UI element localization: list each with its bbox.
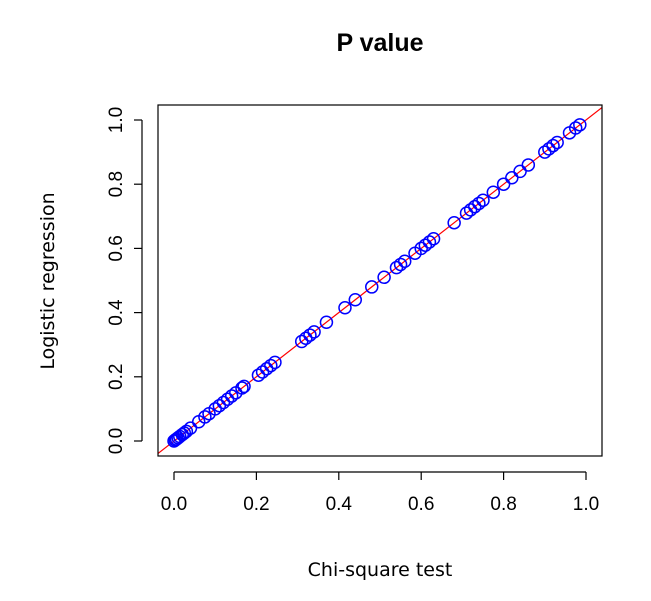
data-point [338,301,352,315]
data-point [459,206,474,220]
chart-title: P value [336,29,423,57]
data-point [179,424,194,439]
data-point [397,254,412,268]
x-tick-label: 1.0 [573,494,599,515]
data-point [550,135,564,150]
x-tick-label: 0.2 [243,494,269,515]
y-tick-label: 0.0 [106,428,127,454]
data-point [377,270,391,285]
data-point [216,395,231,410]
data-point [568,121,583,135]
data-point [538,145,552,159]
data-point [546,138,560,153]
data-point [319,315,334,329]
y-tick-label: 0.8 [106,171,127,197]
data-point [198,410,212,424]
x-tick-label: 0.8 [490,494,516,515]
data-point [389,260,404,275]
y-tick-label: 1.0 [106,107,127,133]
data-point [259,362,274,376]
data-point [505,171,519,185]
y-tick-label: 0.2 [106,364,127,390]
data-point [573,118,587,132]
data-point [303,328,317,342]
x-tick-label: 0.0 [161,494,187,515]
data-point [220,392,235,407]
x-tick-label: 0.6 [408,494,434,515]
data-point [348,293,363,307]
data-point [468,199,482,214]
reference-line [158,106,602,455]
data-point [463,203,478,217]
plot-area: 0.0 0.2 0.4 0.6 0.8 1.0 0.0 0.2 0.4 0.6 0.8 1.0 [106,104,603,515]
y-axis-label: Logistic regression [37,192,59,369]
data-point [486,185,501,199]
data-point [237,379,251,394]
data-point [212,398,227,413]
y-tick-label: 0.4 [106,299,127,326]
data-point [175,427,189,442]
data-point [521,158,536,172]
data-point [426,232,441,246]
data-point [264,358,278,373]
data-point [365,280,379,294]
data-point [496,177,511,191]
data-point [224,389,239,403]
data-point [208,402,222,416]
data-point [307,325,321,339]
data-point [414,241,428,256]
data-point [294,334,309,349]
data-point [251,368,266,382]
data-point [447,215,461,230]
data-point [422,235,437,249]
plot-frame [157,104,603,457]
data-point [235,381,249,395]
x-tick-label: 0.4 [326,494,353,515]
data-point [542,142,556,156]
data-point [299,331,313,346]
data-point [418,238,433,252]
y-tick-label: 0.6 [106,235,127,261]
data-point [268,355,282,370]
data-point [255,365,270,379]
x-axis-label: Chi-square test [308,559,453,581]
data-point [472,196,486,211]
data-point [476,193,490,207]
data-point [513,164,527,179]
data-point [183,421,198,435]
data-point [393,257,408,272]
